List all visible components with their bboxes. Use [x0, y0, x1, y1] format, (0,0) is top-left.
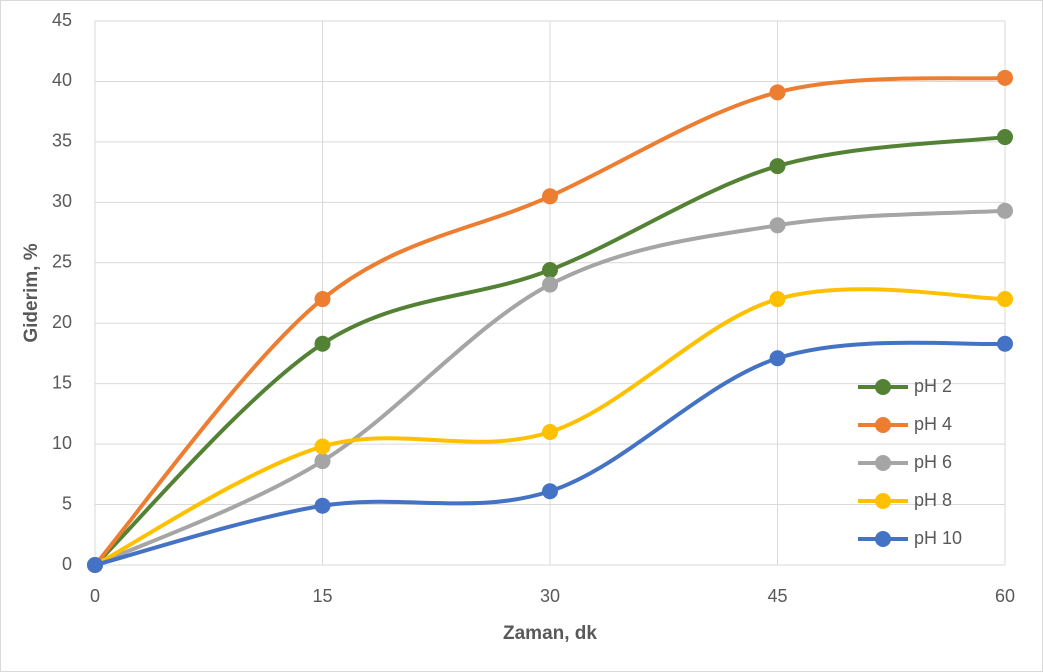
marker — [769, 84, 786, 101]
legend-label: pH 2 — [914, 376, 952, 396]
marker — [542, 262, 558, 279]
x-tick-label: 0 — [90, 586, 100, 606]
marker — [87, 557, 103, 573]
legend-marker — [875, 531, 891, 547]
y-tick-label: 45 — [52, 10, 72, 30]
x-tick-label: 45 — [767, 586, 787, 606]
marker — [769, 158, 786, 175]
y-tick-label: 30 — [52, 191, 72, 211]
marker — [542, 483, 558, 500]
marker — [314, 335, 331, 352]
marker — [997, 291, 1013, 308]
legend-label: pH 8 — [914, 490, 952, 510]
legend-label: pH 6 — [914, 452, 952, 472]
marker — [314, 438, 331, 455]
x-tick-label: 60 — [995, 586, 1015, 606]
marker — [769, 350, 786, 367]
y-tick-label: 40 — [52, 70, 72, 90]
marker — [542, 188, 558, 205]
legend-marker — [875, 379, 891, 395]
y-tick-label: 20 — [52, 312, 72, 332]
marker — [997, 335, 1013, 352]
legend-marker — [875, 417, 891, 433]
y-tick-label: 25 — [52, 252, 72, 272]
marker — [769, 291, 786, 308]
legend-label: pH 10 — [914, 528, 962, 548]
y-tick-label: 10 — [52, 433, 72, 453]
marker — [997, 69, 1013, 86]
y-tick-label: 5 — [62, 493, 72, 513]
x-tick-label: 30 — [540, 586, 560, 606]
marker — [314, 453, 331, 470]
legend-marker — [875, 455, 891, 471]
x-axis-title: Zaman, dk — [503, 623, 597, 644]
marker — [542, 424, 558, 441]
x-tick-label: 15 — [312, 586, 332, 606]
marker — [542, 276, 558, 293]
legend-label: pH 4 — [914, 414, 952, 434]
y-tick-label: 35 — [52, 131, 72, 151]
marker — [769, 217, 786, 234]
y-tick-label: 15 — [52, 372, 72, 392]
marker — [997, 129, 1013, 146]
marker — [314, 291, 331, 308]
legend-marker — [875, 493, 891, 509]
series-line — [93, 75, 1007, 567]
y-axis-title: Giderim, % — [21, 243, 42, 342]
marker — [314, 497, 331, 514]
marker — [997, 202, 1013, 219]
y-tick-label: 0 — [62, 554, 72, 574]
